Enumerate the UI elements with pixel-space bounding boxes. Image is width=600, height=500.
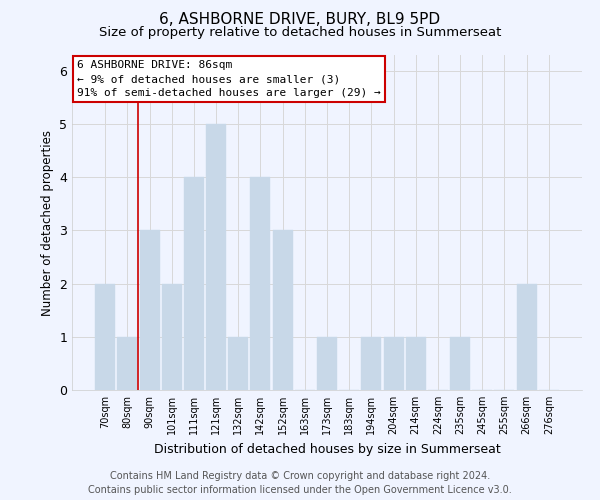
Text: Contains HM Land Registry data © Crown copyright and database right 2024.
Contai: Contains HM Land Registry data © Crown c… xyxy=(88,471,512,495)
Bar xyxy=(118,337,137,390)
Bar xyxy=(184,178,204,390)
Bar xyxy=(272,230,293,390)
Bar xyxy=(361,337,382,390)
Bar xyxy=(250,178,271,390)
Text: Size of property relative to detached houses in Summerseat: Size of property relative to detached ho… xyxy=(99,26,501,39)
Bar xyxy=(206,124,226,390)
Bar xyxy=(95,284,115,390)
Text: 6, ASHBORNE DRIVE, BURY, BL9 5PD: 6, ASHBORNE DRIVE, BURY, BL9 5PD xyxy=(160,12,440,28)
Bar xyxy=(140,230,160,390)
Bar xyxy=(162,284,182,390)
Bar xyxy=(228,337,248,390)
X-axis label: Distribution of detached houses by size in Summerseat: Distribution of detached houses by size … xyxy=(154,442,500,456)
Text: 6 ASHBORNE DRIVE: 86sqm
← 9% of detached houses are smaller (3)
91% of semi-deta: 6 ASHBORNE DRIVE: 86sqm ← 9% of detached… xyxy=(77,60,381,98)
Bar xyxy=(406,337,426,390)
Bar xyxy=(517,284,536,390)
Bar xyxy=(383,337,404,390)
Bar xyxy=(317,337,337,390)
Bar xyxy=(450,337,470,390)
Y-axis label: Number of detached properties: Number of detached properties xyxy=(41,130,53,316)
